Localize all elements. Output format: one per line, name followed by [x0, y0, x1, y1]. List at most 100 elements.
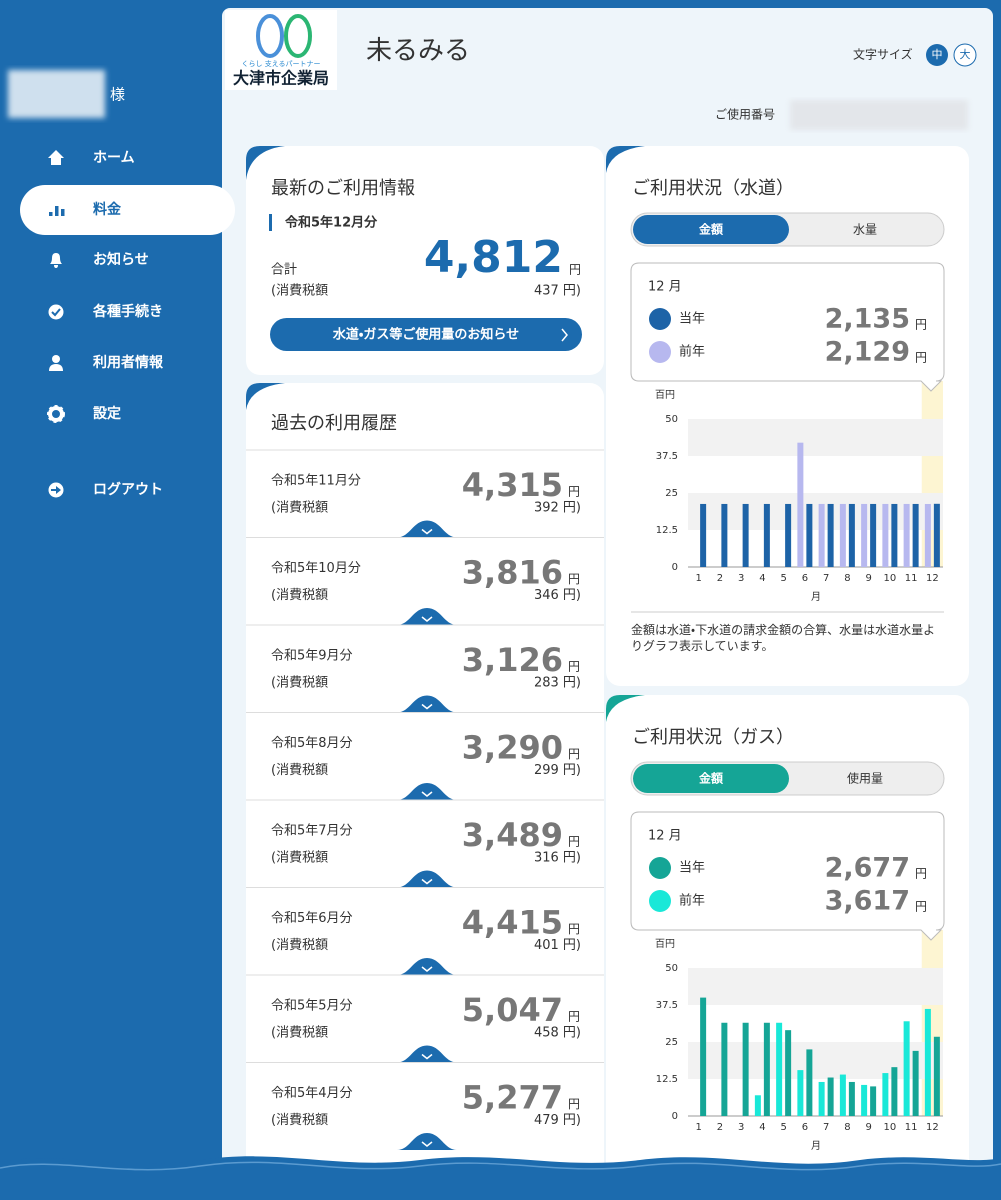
bar [785, 503, 792, 567]
nav-item[interactable]: 設定 [93, 405, 121, 422]
font-size-option-label[interactable]: 大 [960, 47, 971, 61]
y-tick-label: 0 [672, 1111, 678, 1122]
x-tick-label: 4 [759, 573, 765, 584]
expand-button[interactable] [397, 520, 457, 538]
bar [903, 1021, 910, 1116]
history-list: 令和5年11月分 4,315 円 (消費税額 392 円) 令和5年10月分 3,816 円 (… [246, 449, 604, 1150]
x-axis-label: 月 [811, 591, 821, 603]
tooltip [630, 262, 945, 392]
history-amount: 3,290 [462, 729, 563, 767]
expand-button[interactable] [397, 1045, 457, 1063]
nav-item[interactable]: 料金 [93, 201, 122, 218]
y-tick-label: 0 [672, 562, 678, 573]
nav-item[interactable]: ホーム [93, 150, 135, 166]
user-name-blurred [8, 70, 105, 118]
tab-active[interactable] [633, 764, 789, 793]
tooltip-month: 12 月 [648, 829, 682, 844]
legend-total: 2,677 [825, 853, 910, 884]
history-tax: 299 円) [534, 763, 581, 778]
notice-button-label[interactable]: 水道・ガス等ご使用量のお知らせ [332, 327, 519, 343]
bar [870, 503, 877, 567]
icon [51, 486, 61, 494]
history-amount: 4,415 [462, 904, 563, 942]
legend-label: 前年 [679, 893, 705, 909]
customer-number-blurred [790, 100, 968, 130]
chevron [421, 966, 433, 972]
bar [776, 1022, 783, 1116]
font-size-option[interactable] [953, 43, 977, 67]
yen: 円 [568, 1097, 580, 1111]
chevron [421, 528, 433, 535]
x-tick-label: 4 [759, 1122, 765, 1133]
x-tick-label: 2 [717, 573, 723, 584]
note-box: 金額は水道・下水道の請求金額の合算、水量は水道水量よりグラフ表示しています。 [631, 623, 935, 653]
bar [785, 1030, 792, 1116]
yen: 円 [568, 835, 580, 849]
x-tick-label: 11 [905, 573, 918, 584]
x-tick-label: 10 [884, 573, 897, 584]
tab[interactable]: 使用量 [847, 771, 883, 786]
bar [882, 503, 889, 567]
bar [848, 1081, 855, 1116]
expand-button[interactable] [397, 783, 457, 800]
expand-button[interactable] [397, 1133, 457, 1150]
bar [933, 503, 940, 567]
legend-label: 当年 [679, 861, 705, 876]
nav-item[interactable]: ログアウト [93, 481, 163, 498]
y-tick-label: 50 [665, 414, 678, 425]
history-tax: 346 円) [534, 588, 581, 603]
tab[interactable]: 水量 [853, 223, 877, 237]
history-tax: 479 円) [534, 1113, 581, 1128]
expand-button[interactable] [397, 608, 457, 625]
x-axis-label: 月 [811, 1140, 821, 1152]
history-tax: 316 円) [534, 851, 581, 866]
tab[interactable]: 金額 [699, 222, 724, 237]
expand-button[interactable] [397, 870, 457, 888]
logo-drop [284, 14, 312, 58]
nav-item[interactable]: 各種手続き [92, 303, 163, 320]
bar [891, 503, 898, 567]
chevron [421, 1053, 433, 1060]
tax-label: (消費税額 [271, 588, 328, 603]
tab[interactable]: 金額 [699, 771, 724, 786]
x-tick-label: 10 [884, 1122, 897, 1133]
chevron [421, 878, 433, 885]
tax-label: (消費税額 [271, 763, 328, 778]
bar [700, 997, 707, 1116]
font-size-option[interactable] [926, 44, 948, 66]
bar [721, 1022, 728, 1116]
legend-label: 当年 [679, 312, 705, 327]
tax-label: (消費税額 [271, 1026, 328, 1041]
nav-item[interactable]: 利用者情報 [93, 354, 164, 371]
x-tick-label: 5 [780, 1122, 786, 1133]
history-tax: 458 円) [534, 1026, 581, 1041]
x-tick-label: 9 [865, 1122, 871, 1133]
history-month: 令和5年9月分 [271, 649, 353, 664]
history-month: 令和5年4月分 [271, 1086, 353, 1101]
yen: 円 [915, 867, 927, 881]
y-axis-label: 百円 [655, 938, 675, 950]
nav-item[interactable]: お知らせ [93, 251, 149, 268]
expand-button[interactable] [397, 695, 457, 713]
tab-active[interactable] [633, 215, 789, 244]
expand-button[interactable] [397, 958, 457, 975]
x-tick-label: 3 [738, 573, 744, 584]
bar [818, 1081, 825, 1116]
font-size-option-label[interactable]: 中 [932, 48, 943, 61]
yen: 円 [568, 660, 580, 674]
card-title: 最新のご利用情報 [271, 178, 415, 199]
history-month: 令和5年10月分 [271, 561, 361, 576]
bar [882, 1073, 889, 1116]
grid-band [688, 493, 943, 530]
active-nav-bg [20, 185, 235, 235]
notice-button[interactable] [270, 318, 582, 351]
bar [903, 503, 910, 567]
logo-org: 大津市企業局 [233, 69, 329, 88]
icon [47, 405, 65, 423]
history-amount: 4,315 [462, 466, 563, 504]
y-tick-label: 37.5 [656, 451, 678, 462]
chevron [421, 1141, 433, 1147]
history-amount: 5,047 [462, 991, 563, 1029]
icon [49, 364, 63, 371]
